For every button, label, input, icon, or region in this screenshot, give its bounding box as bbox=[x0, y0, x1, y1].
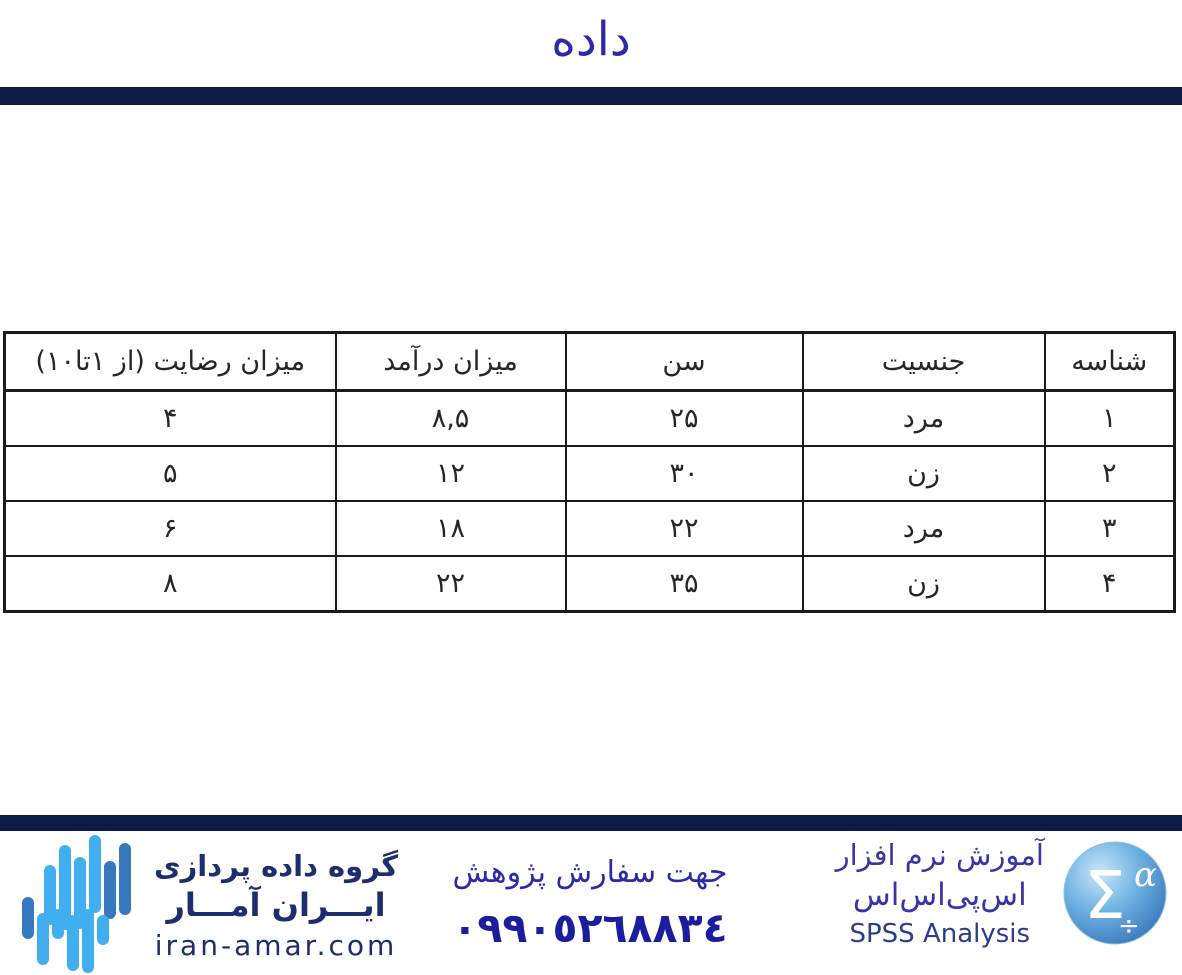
data-table-container: شناسه جنسیت سن میزان درآمد میزان رضایت (… bbox=[3, 331, 1176, 613]
table-cell: ۳۰ bbox=[564, 445, 804, 502]
top-divider-bar bbox=[0, 87, 1182, 105]
table-cell: ۲۵ bbox=[564, 389, 804, 447]
bar-chart-logo-icon bbox=[18, 835, 138, 975]
spss-sigma-logo-icon: Σ α ÷ bbox=[1063, 841, 1167, 945]
table-cell: ۸ bbox=[3, 555, 337, 613]
header-cell-id: شناسه bbox=[1043, 331, 1176, 392]
header-cell-satisfaction: میزان رضایت (از ۱تا۱۰) bbox=[3, 331, 337, 392]
alpha-glyph: α bbox=[1134, 855, 1157, 895]
table-row: ۲ زن ۳۰ ۱۲ ۵ bbox=[3, 445, 1176, 502]
header-cell-gender: جنسیت bbox=[801, 331, 1046, 392]
table-cell: ۴ bbox=[3, 389, 337, 447]
table-cell: مرد bbox=[801, 500, 1046, 557]
header-cell-age: سن bbox=[564, 331, 804, 392]
phone-number: ٠٩٩٠٥٢٦٨٨٣٤ bbox=[452, 904, 728, 952]
table-cell: ۱۸ bbox=[334, 500, 567, 557]
footer-divider-bar bbox=[0, 815, 1182, 831]
table-cell: ۸,۵ bbox=[334, 389, 567, 447]
table-row: ۳ مرد ۲۲ ۱۸ ۶ bbox=[3, 500, 1176, 557]
header-cell-income: میزان درآمد bbox=[334, 331, 567, 392]
table-cell: ۳ bbox=[1043, 500, 1176, 557]
table-cell: ۲۲ bbox=[564, 500, 804, 557]
table-cell: ۶ bbox=[3, 500, 337, 557]
brand-name-line2: ایـــران آمـــار bbox=[166, 885, 386, 924]
spss-training-block: آموزش نرم افزار اس‌پی‌اس‌اس SPSS Analysi… bbox=[836, 837, 1168, 949]
table-cell: ۱۲ bbox=[334, 445, 567, 502]
spss-analysis-label: SPSS Analysis bbox=[849, 918, 1031, 949]
table-cell: ۲۲ bbox=[334, 555, 567, 613]
data-table: شناسه جنسیت سن میزان درآمد میزان رضایت (… bbox=[3, 331, 1176, 613]
table-header-row: شناسه جنسیت سن میزان درآمد میزان رضایت (… bbox=[3, 331, 1176, 392]
table-cell: ۱ bbox=[1043, 389, 1176, 447]
spss-training-line1: آموزش نرم افزار bbox=[835, 838, 1044, 872]
footer: گروه داده پردازی ایـــران آمـــار iran-a… bbox=[0, 831, 1182, 975]
sigma-glyph: Σ bbox=[1084, 857, 1126, 934]
spss-training-line2: اس‌پی‌اس‌اس bbox=[852, 876, 1027, 913]
brand-name-line1: گروه داده پردازی bbox=[154, 849, 399, 884]
brand-website: iran-amar.com bbox=[154, 928, 398, 962]
table-cell: ۵ bbox=[3, 445, 337, 502]
table-cell: ۲ bbox=[1043, 445, 1176, 502]
table-cell: زن bbox=[801, 445, 1046, 502]
iran-amar-brand: گروه داده پردازی ایـــران آمـــار iran-a… bbox=[18, 835, 398, 975]
table-row: ۱ مرد ۲۵ ۸,۵ ۴ bbox=[3, 389, 1176, 447]
table-cell: زن bbox=[801, 555, 1046, 613]
page-title: داده bbox=[551, 12, 631, 67]
table-cell: مرد bbox=[801, 389, 1046, 447]
order-info: جهت سفارش پژوهش ٠٩٩٠٥٢٦٨٨٣٤ bbox=[380, 855, 800, 952]
order-research-label: جهت سفارش پژوهش bbox=[452, 855, 728, 890]
table-cell: ۳۵ bbox=[564, 555, 804, 613]
table-cell: ۴ bbox=[1043, 555, 1176, 613]
divide-glyph: ÷ bbox=[1118, 911, 1140, 941]
table-row: ۴ زن ۳۵ ۲۲ ۸ bbox=[3, 555, 1176, 613]
